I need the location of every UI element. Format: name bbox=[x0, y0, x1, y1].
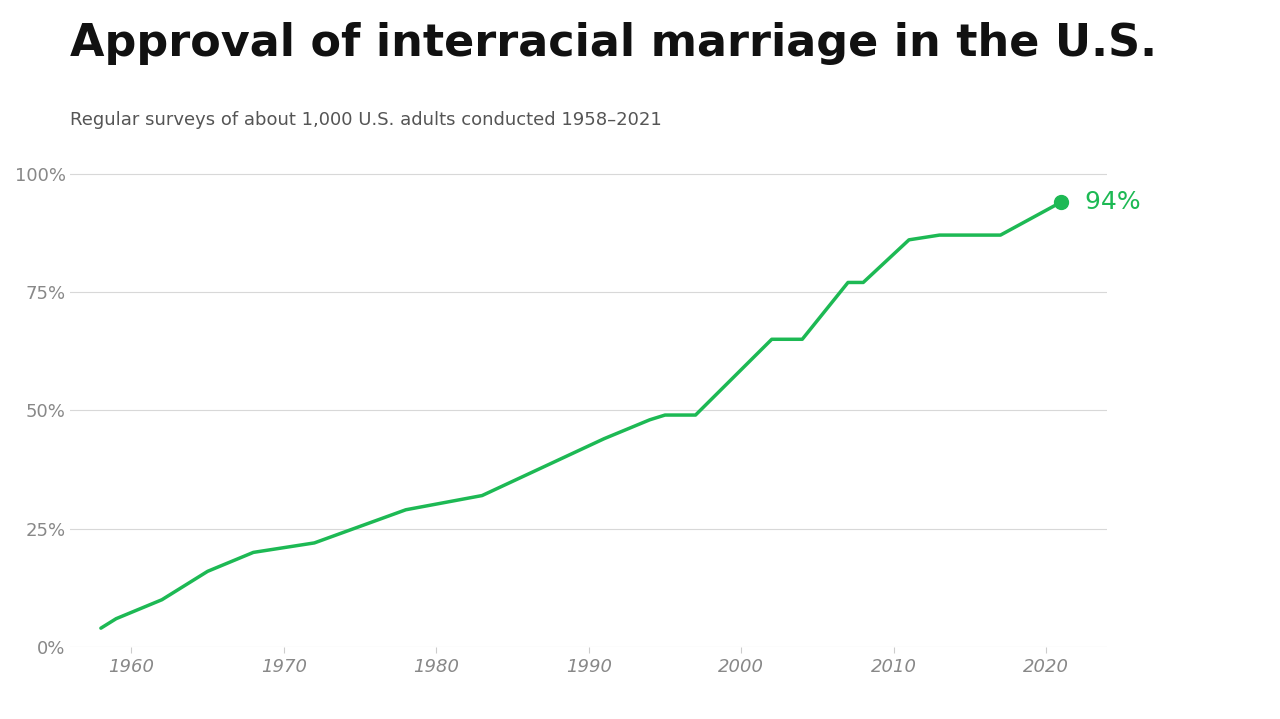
Text: Regular surveys of about 1,000 U.S. adults conducted 1958–2021: Regular surveys of about 1,000 U.S. adul… bbox=[70, 111, 662, 129]
Text: Approval of interracial marriage in the U.S.: Approval of interracial marriage in the … bbox=[70, 22, 1157, 65]
Text: 94%: 94% bbox=[1076, 190, 1140, 214]
